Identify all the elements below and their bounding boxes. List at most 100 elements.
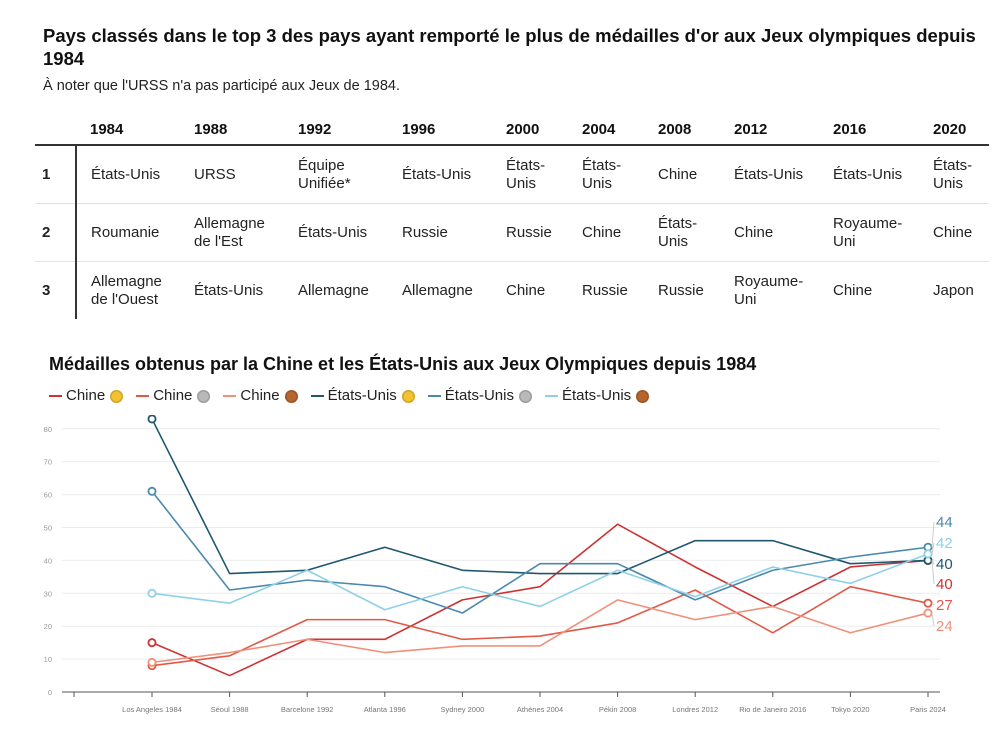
table-cell: États-Unis <box>76 145 180 204</box>
table-cell: Royaume-Uni <box>819 203 919 262</box>
table-row: 3 Allemagne de l'Ouest États-Unis Allema… <box>35 261 989 319</box>
silver-medal-icon <box>197 390 211 403</box>
series-line <box>151 490 929 614</box>
table-header-row: 1984 1988 1992 1996 2000 2004 2008 2012 … <box>35 114 989 146</box>
leader-line <box>931 560 935 585</box>
leader-line <box>931 542 935 554</box>
y-tick-label: 10 <box>44 655 52 664</box>
table-cell: Chine <box>720 203 819 262</box>
table-cell: Roumanie <box>76 203 180 262</box>
table-cell: Chine <box>644 145 720 204</box>
legend-swatch <box>310 394 324 397</box>
table-cell: États-Unis <box>720 145 819 204</box>
data-point <box>147 588 157 598</box>
data-point <box>147 657 157 667</box>
y-tick-label: 50 <box>44 524 52 533</box>
series-line <box>151 553 929 611</box>
legend-swatch <box>136 394 150 397</box>
series-line <box>151 599 929 664</box>
legend-item-chine-bronze[interactable]: Chine <box>223 387 298 404</box>
legend-swatch <box>427 394 441 397</box>
end-value-label: 44 <box>936 514 953 531</box>
chart-title: Médailles obtenus par la Chine et les Ét… <box>49 354 757 374</box>
legend-swatch <box>49 394 62 397</box>
bronze-medal-icon <box>284 390 298 403</box>
page-subtitle: À noter que l'URSS n'a pas participé aux… <box>43 78 400 94</box>
table-cell: Russie <box>582 281 628 299</box>
table-header-year: 2012 <box>720 114 819 146</box>
end-value-label: 40 <box>936 576 953 593</box>
table-cell: États-Unis <box>284 203 388 262</box>
x-tick-label: Athènes 2004 <box>517 705 563 714</box>
table-cell: États-Unis <box>919 145 989 204</box>
table-cell: Royaume-Uni <box>734 272 804 308</box>
data-point <box>147 638 157 648</box>
gold-medal-icon <box>401 390 415 403</box>
bronze-medal-icon <box>636 390 650 403</box>
legend-item-chine-gold[interactable]: Chine <box>49 387 124 404</box>
legend-swatch <box>544 394 558 397</box>
table-cell: États-Unis <box>644 203 720 262</box>
x-tick-label: Tokyo 2020 <box>831 705 869 714</box>
x-tick-label: Sydney 2000 <box>441 705 485 714</box>
rank-cell: 3 <box>35 261 77 319</box>
table-cell: Allemagne <box>402 281 473 299</box>
table-header-year: 2020 <box>919 114 989 146</box>
table-cell: Chine <box>919 203 989 262</box>
data-point <box>923 608 933 618</box>
x-tick-label: Barcelone 1992 <box>281 705 334 714</box>
end-value-label: 27 <box>936 597 953 614</box>
leader-line <box>931 612 935 627</box>
leader-line <box>931 602 935 606</box>
end-value-label: 24 <box>936 618 953 635</box>
legend-item-usa-gold[interactable]: États-Unis <box>310 387 415 404</box>
legend-item-usa-bronze[interactable]: États-Unis <box>544 387 650 404</box>
table-header-year: 2004 <box>568 114 644 146</box>
legend-item-chine-silver[interactable]: Chine <box>136 387 211 404</box>
y-tick-label: 20 <box>44 622 52 631</box>
table-header-year: 1984 <box>76 114 180 146</box>
y-tick-label: 70 <box>44 458 52 467</box>
table-header-year: 2000 <box>492 114 568 146</box>
table-header-year: 1996 <box>388 114 492 146</box>
table-header-year: 2016 <box>819 114 919 146</box>
table-cell: Russie <box>492 203 568 262</box>
y-tick-label: 80 <box>44 425 52 434</box>
y-tick-label: 60 <box>44 491 52 500</box>
data-point <box>923 598 933 608</box>
legend-item-usa-silver[interactable]: États-Unis <box>427 387 532 404</box>
table-cell: URSS <box>180 145 284 204</box>
legend-label: Chine <box>240 387 280 404</box>
page-title: Pays classés dans le top 3 des pays ayan… <box>43 25 976 69</box>
y-tick-label: 0 <box>48 688 52 697</box>
y-tick-label: 40 <box>44 556 52 565</box>
legend-swatch <box>223 394 237 397</box>
table-header-year: 1988 <box>180 114 284 146</box>
y-tick-label: 30 <box>44 589 52 598</box>
end-value-label: 40 <box>936 556 953 573</box>
table-cell: Allemagne de l'Est <box>180 203 284 262</box>
ranking-table: 1984 1988 1992 1996 2000 2004 2008 2012 … <box>35 114 989 319</box>
x-tick-label: Pékin 2008 <box>599 705 637 714</box>
table-header-year: 1992 <box>284 114 388 146</box>
table-cell: Allemagne de l'Ouest <box>91 272 162 308</box>
data-point <box>923 549 933 559</box>
table-cell: Équipe Unifiée* <box>284 145 388 204</box>
x-tick-label: Londres 2012 <box>672 705 718 714</box>
gold-medal-icon <box>110 390 124 403</box>
series-line <box>151 585 929 667</box>
rank-cell: 2 <box>35 203 77 262</box>
x-tick-label: Séoul 1988 <box>211 705 249 714</box>
legend-label: Chine <box>153 387 193 404</box>
table-row: 2 Roumanie Allemagne de l'Est États-Unis… <box>35 203 989 262</box>
table-cell: Russie <box>658 281 704 299</box>
table-cell: Allemagne <box>298 281 369 299</box>
silver-medal-icon <box>518 390 532 403</box>
legend-label: États-Unis <box>444 387 514 404</box>
leader-line <box>931 521 935 548</box>
table-header-rank <box>35 114 76 146</box>
table-cell: Chine <box>568 203 644 262</box>
x-tick-label: Atlanta 1996 <box>364 705 406 714</box>
x-tick-label: Los Angeles 1984 <box>122 705 182 714</box>
legend-label: Chine <box>66 387 106 404</box>
